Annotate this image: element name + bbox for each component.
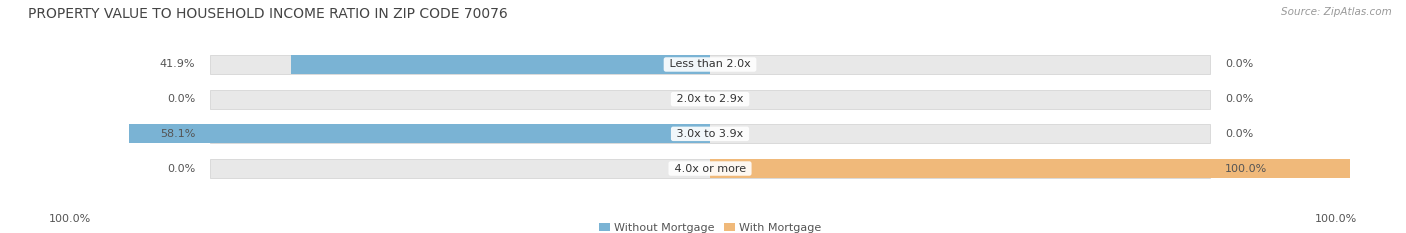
Bar <box>211 55 1209 74</box>
Bar <box>710 159 1406 178</box>
Bar <box>129 124 710 143</box>
Text: 58.1%: 58.1% <box>160 129 195 139</box>
Text: 100.0%: 100.0% <box>1315 214 1357 224</box>
Text: Source: ZipAtlas.com: Source: ZipAtlas.com <box>1281 7 1392 17</box>
Text: 0.0%: 0.0% <box>167 94 195 104</box>
Text: 3.0x to 3.9x: 3.0x to 3.9x <box>673 129 747 139</box>
Text: 100.0%: 100.0% <box>49 214 91 224</box>
Text: 0.0%: 0.0% <box>1225 129 1253 139</box>
Bar <box>211 124 1209 143</box>
Text: 0.0%: 0.0% <box>1225 94 1253 104</box>
Text: 2.0x to 2.9x: 2.0x to 2.9x <box>673 94 747 104</box>
Text: 41.9%: 41.9% <box>160 59 195 69</box>
Text: Less than 2.0x: Less than 2.0x <box>666 59 754 69</box>
Legend: Without Mortgage, With Mortgage: Without Mortgage, With Mortgage <box>595 219 825 233</box>
Bar <box>291 55 710 74</box>
Bar <box>211 159 1209 178</box>
Text: 100.0%: 100.0% <box>1225 164 1267 174</box>
Text: 4.0x or more: 4.0x or more <box>671 164 749 174</box>
Bar <box>211 90 1209 109</box>
Text: 0.0%: 0.0% <box>1225 59 1253 69</box>
Text: PROPERTY VALUE TO HOUSEHOLD INCOME RATIO IN ZIP CODE 70076: PROPERTY VALUE TO HOUSEHOLD INCOME RATIO… <box>28 7 508 21</box>
Text: 0.0%: 0.0% <box>167 164 195 174</box>
